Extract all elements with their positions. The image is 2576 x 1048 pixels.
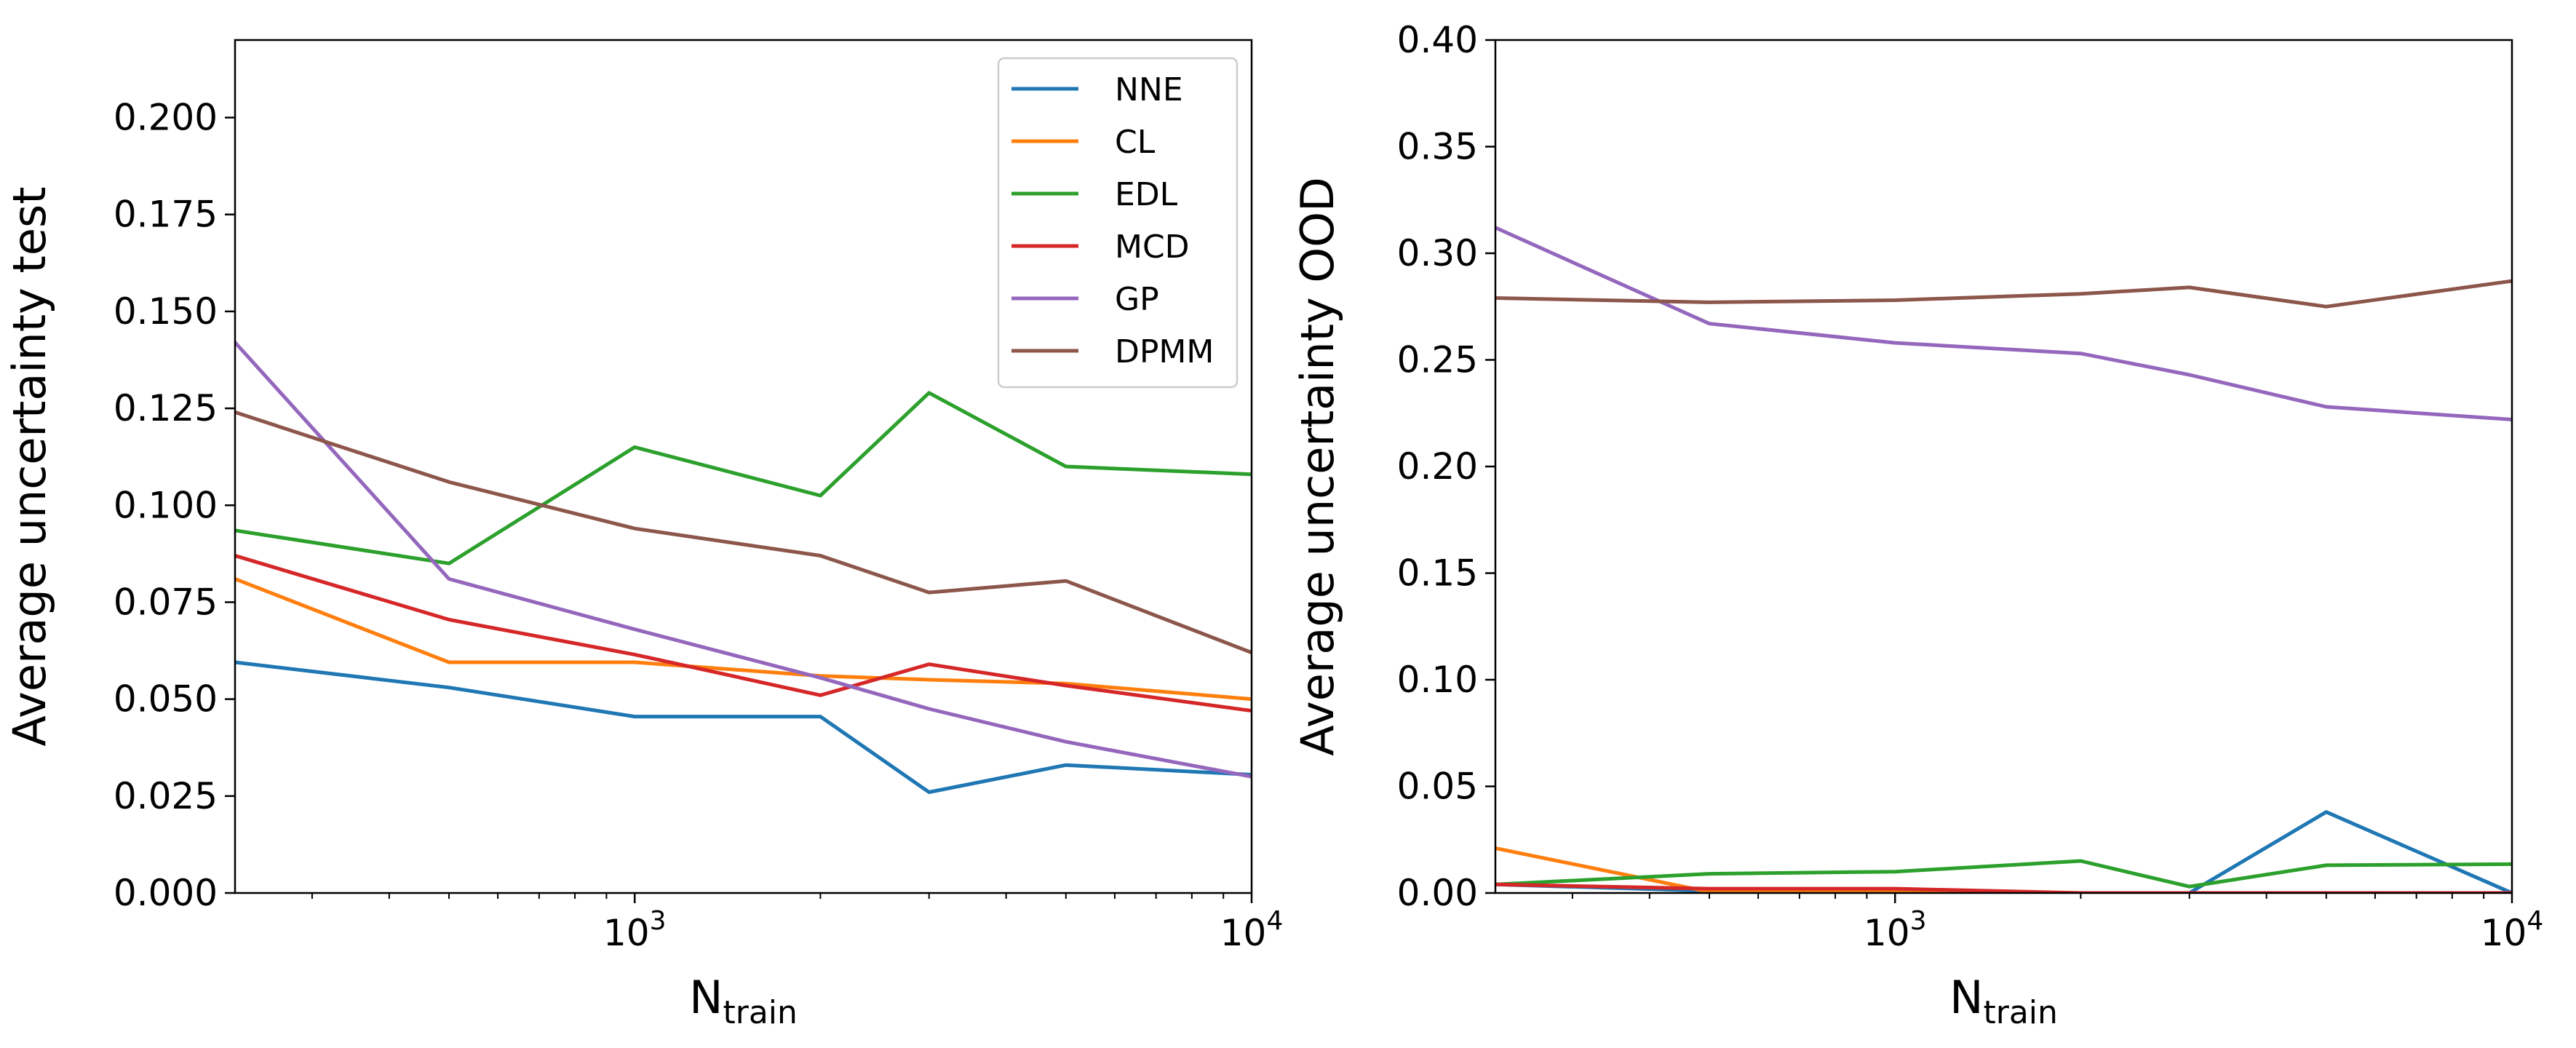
- x-tick-base: 10: [2481, 912, 2527, 954]
- y-tick-label: 0.050: [114, 678, 218, 720]
- x-tick-exponent: 4: [1266, 906, 1283, 936]
- y-tick-label: 0.150: [114, 290, 218, 333]
- x-tick-base: 10: [1220, 912, 1267, 954]
- series-line-gp: [235, 339, 1252, 779]
- x-tick-label: 104: [1220, 906, 1284, 954]
- x-tick-base: 10: [603, 912, 650, 954]
- legend-label-edl: EDL: [1115, 176, 1178, 213]
- series-line-5: [1495, 226, 2512, 422]
- x-axis-label-subscript: train: [1983, 994, 2057, 1031]
- legend-label-gp: GP: [1115, 281, 1159, 318]
- legend-label-nne: NNE: [1115, 71, 1183, 108]
- y-tick-label: 0.05: [1397, 766, 1478, 808]
- series-group: [235, 339, 1252, 794]
- y-tick-label: 0.30: [1397, 232, 1478, 274]
- series-line-nne: [235, 660, 1252, 794]
- series-line-cl: [235, 576, 1252, 702]
- y-tick-label: 0.15: [1397, 552, 1478, 595]
- x-tick-label: 103: [603, 906, 667, 954]
- y-tick-label: 0.40: [1397, 19, 1478, 61]
- y-axis-label: Average uncertainty OOD: [1291, 177, 1344, 756]
- x-tick-label: 104: [2481, 906, 2544, 954]
- y-tick-label: 0.100: [114, 484, 218, 526]
- legend-label-dpmm: DPMM: [1115, 333, 1214, 370]
- series-line-2: [1495, 846, 2512, 893]
- x-tick-base: 10: [1864, 912, 1910, 954]
- y-tick-label: 0.000: [114, 872, 218, 914]
- legend-label-mcd: MCD: [1115, 229, 1190, 266]
- y-tick-label: 0.125: [114, 387, 218, 429]
- chart-panel-1: 0.000 0.025 0.050 0.075 0.100 0.125 0.150 0.175…: [3, 39, 1284, 1031]
- y-tick-label: 0.10: [1397, 659, 1478, 701]
- x-axis-label: Ntrain: [1949, 971, 2058, 1031]
- y-tick-label: 0.25: [1397, 339, 1478, 381]
- y-tick-label: 0.200: [114, 97, 218, 139]
- series-line-6: [1495, 279, 2512, 309]
- y-tick-label: 0.20: [1397, 445, 1478, 488]
- series-line-3: [1495, 859, 2512, 889]
- x-axis-label: Ntrain: [689, 971, 798, 1031]
- series-line-mcd: [235, 553, 1252, 713]
- y-tick-label: 0.00: [1397, 872, 1478, 914]
- x-tick-label: 103: [1864, 906, 1927, 954]
- y-tick-label: 0.075: [114, 581, 218, 623]
- x-axis-label-subscript: train: [723, 994, 797, 1031]
- x-tick-exponent: 3: [1910, 906, 1927, 936]
- y-tick-label: 0.35: [1397, 126, 1478, 168]
- plot-frame: [1494, 39, 2513, 894]
- legend-label-cl: CL: [1115, 124, 1156, 161]
- x-axis-label-main: N: [1949, 971, 1983, 1024]
- x-tick-exponent: 3: [650, 906, 667, 936]
- series-group: [1495, 226, 2512, 893]
- series-line-edl: [235, 391, 1252, 565]
- plot-frame: [234, 39, 1253, 894]
- x-tick-exponent: 4: [2527, 906, 2543, 936]
- legend: NNE CL EDL MCD GP DPMM: [997, 57, 1239, 389]
- y-axis-label: Average uncertainty test: [3, 186, 56, 746]
- series-line-dpmm: [235, 410, 1252, 655]
- y-tick-label: 0.175: [114, 194, 218, 236]
- y-tick-label: 0.025: [114, 775, 218, 817]
- series-line-4: [1495, 882, 2512, 893]
- x-axis-label-main: N: [689, 971, 723, 1024]
